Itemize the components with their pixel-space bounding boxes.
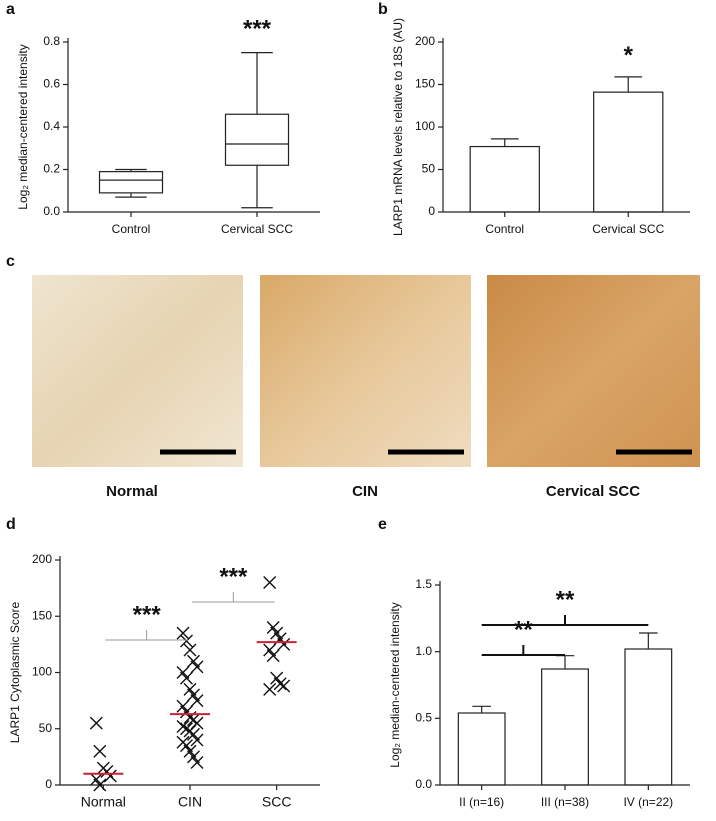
point	[180, 722, 193, 736]
point	[266, 649, 280, 663]
y-tick-label: 0.0	[415, 777, 432, 791]
point	[176, 666, 190, 679]
bar	[469, 145, 540, 213]
point	[263, 643, 277, 657]
x-tick-label: Control	[112, 222, 151, 236]
point	[176, 699, 190, 713]
point	[89, 716, 103, 730]
panel-label: e	[378, 516, 387, 533]
micrographs	[32, 275, 700, 467]
panel-label: c	[6, 253, 15, 270]
point	[93, 778, 107, 792]
x-tick-label: CIN	[178, 794, 202, 810]
x-tick-label: Cervical SCC	[221, 222, 293, 236]
x-tick-label: Normal	[81, 794, 126, 810]
y-tick-label: 0	[428, 204, 435, 218]
point	[190, 660, 204, 674]
point	[270, 626, 284, 640]
x-tick-label: II (n=16)	[459, 795, 504, 809]
micrograph	[32, 275, 243, 467]
point	[263, 576, 277, 589]
significance: ***	[219, 563, 248, 590]
significance: ***	[133, 601, 162, 628]
point	[89, 772, 103, 786]
y-tick-label: 200	[32, 552, 52, 566]
point	[263, 682, 277, 696]
x-tick-label: SCC	[262, 794, 292, 810]
y-tick-label: 0.4	[43, 119, 60, 133]
box	[224, 113, 290, 166]
micrograph	[487, 275, 700, 467]
point	[183, 744, 197, 758]
y-tick-label: 1.5	[415, 577, 432, 591]
bar	[457, 712, 506, 786]
y-tick-label: 0.5	[415, 711, 432, 725]
point	[93, 744, 107, 758]
y-axis-title: Log₂ median-centered intensity	[388, 602, 402, 767]
point	[180, 634, 193, 648]
y-tick-label: 100	[32, 665, 52, 679]
point	[190, 733, 204, 747]
significance: **	[514, 616, 533, 643]
point	[277, 679, 291, 693]
panel-label: d	[6, 516, 16, 533]
point	[183, 643, 197, 657]
point	[187, 654, 200, 668]
y-axis-title: LARP1 mRNA levels relative to 18S (AU)	[391, 18, 405, 236]
image-caption: Normal	[106, 483, 158, 500]
panel-label: a	[6, 1, 15, 18]
point	[187, 688, 200, 702]
y-tick-label: 0.2	[43, 162, 60, 176]
point	[176, 626, 190, 640]
y-tick-label: 50	[39, 721, 53, 735]
x-tick-label: III (n=38)	[541, 795, 589, 809]
significance: ***	[243, 15, 272, 42]
bar	[541, 668, 589, 786]
y-tick-label: 200	[415, 34, 435, 48]
micrograph	[260, 275, 471, 467]
y-tick-label: 0	[45, 777, 52, 791]
y-tick-label: 50	[422, 162, 436, 176]
point	[187, 750, 200, 764]
point	[266, 621, 280, 634]
point	[180, 739, 193, 753]
x-tick-label: Cervical SCC	[592, 222, 664, 236]
bar	[624, 648, 673, 786]
x-tick-label: IV (n=22)	[623, 795, 673, 809]
y-tick-label: 0.8	[43, 34, 60, 48]
image-caption: Cervical SCC	[546, 483, 640, 500]
y-tick-label: 0.0	[43, 204, 60, 218]
y-tick-label: 0.6	[43, 77, 60, 91]
y-axis-title: LARP1 Cytoplasmic Score	[8, 601, 22, 743]
point	[176, 720, 190, 733]
bar	[593, 91, 664, 213]
point	[277, 637, 291, 651]
image-caption: CIN	[352, 483, 378, 500]
y-tick-label: 150	[415, 77, 435, 91]
y-tick-label: 150	[32, 608, 52, 622]
point	[103, 769, 117, 783]
point	[273, 677, 287, 691]
box	[98, 171, 164, 194]
point	[190, 694, 204, 708]
significance: **	[556, 586, 575, 613]
x-tick-label: Control	[485, 222, 524, 236]
point	[187, 727, 200, 741]
y-tick-label: 100	[415, 119, 435, 133]
significance: *	[624, 42, 634, 69]
y-axis-title: Log₂ median-centered intensity	[16, 44, 30, 209]
point	[180, 671, 193, 685]
y-tick-label: 1.0	[415, 644, 432, 658]
point	[190, 756, 204, 769]
point	[183, 682, 197, 696]
panel-label: b	[378, 1, 388, 18]
